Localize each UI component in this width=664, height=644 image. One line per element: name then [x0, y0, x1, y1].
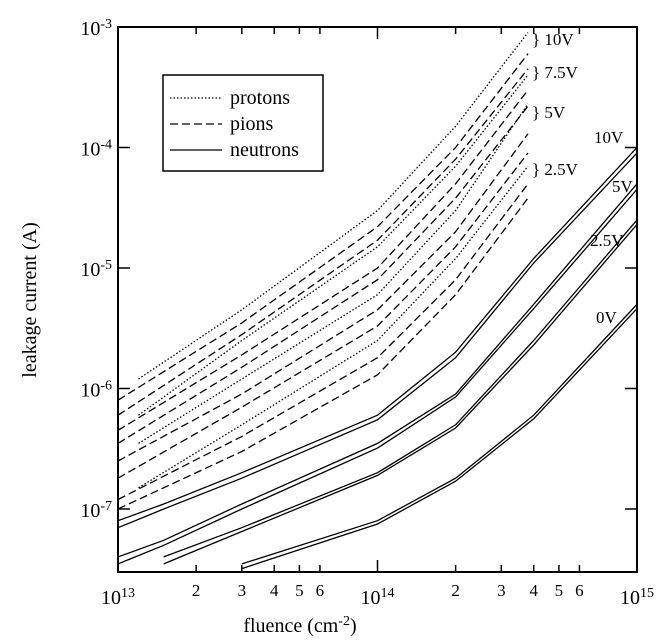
x-tick-label: 5 — [295, 581, 304, 600]
data-line — [163, 223, 637, 565]
annotation: } 7.5V — [532, 63, 579, 82]
annotation: 0V — [596, 308, 618, 327]
annotation: 2.5V — [590, 231, 624, 250]
x-tick-label: 3 — [238, 581, 247, 600]
data-line — [118, 152, 637, 529]
y-tick-label: 10-6 — [80, 378, 112, 402]
x-tick-label: 6 — [575, 581, 584, 600]
legend: protons pions neutrons — [162, 74, 324, 172]
annotation: } 5V — [532, 103, 566, 122]
x-tick-label: 2 — [451, 581, 460, 600]
data-line — [118, 89, 529, 431]
data-line — [138, 74, 529, 416]
data-line — [138, 103, 529, 444]
x-tick-label: 3 — [497, 581, 506, 600]
x-tick-label: 2 — [192, 581, 201, 600]
x-tick-label: 1015 — [620, 586, 654, 610]
annotation: 5V — [612, 177, 634, 196]
data-line — [118, 53, 529, 401]
x-axis-label: fluence (cm-2) — [243, 614, 356, 638]
y-tick-label: 10-7 — [80, 498, 112, 522]
legend-label: neutrons — [230, 139, 299, 161]
x-tick-label: 1014 — [361, 586, 395, 610]
y-tick-label: 10-3 — [80, 17, 112, 41]
plot-area — [118, 32, 637, 570]
plot-frame — [117, 26, 638, 573]
data-line — [138, 165, 529, 489]
x-tick-label: 4 — [529, 581, 538, 600]
x-tick-label: 1013 — [101, 586, 135, 610]
data-line — [241, 308, 637, 570]
annotation: } 2.5V — [532, 160, 579, 179]
data-line — [118, 147, 637, 522]
x-tick-label: 4 — [270, 581, 279, 600]
annotation: 10V — [594, 128, 624, 147]
x-tick-label: 5 — [555, 581, 564, 600]
legend-label: pions — [230, 113, 274, 135]
y-tick-label: 10-5 — [80, 257, 112, 281]
data-line — [118, 183, 529, 501]
data-line — [118, 105, 529, 444]
x-tick-label: 6 — [316, 581, 325, 600]
legend-box — [162, 74, 324, 172]
legend-label: protons — [230, 87, 290, 109]
annotation: } 10V — [532, 30, 574, 49]
data-line — [118, 152, 529, 479]
data-line — [118, 133, 529, 462]
y-tick-label: 10-4 — [80, 137, 112, 161]
data-line — [118, 68, 529, 416]
data-line — [118, 188, 637, 565]
y-axis-label: leakage current (A) — [19, 222, 41, 377]
data-line — [163, 219, 637, 558]
data-line — [118, 197, 529, 510]
data-line — [118, 183, 637, 558]
data-line — [241, 303, 637, 565]
